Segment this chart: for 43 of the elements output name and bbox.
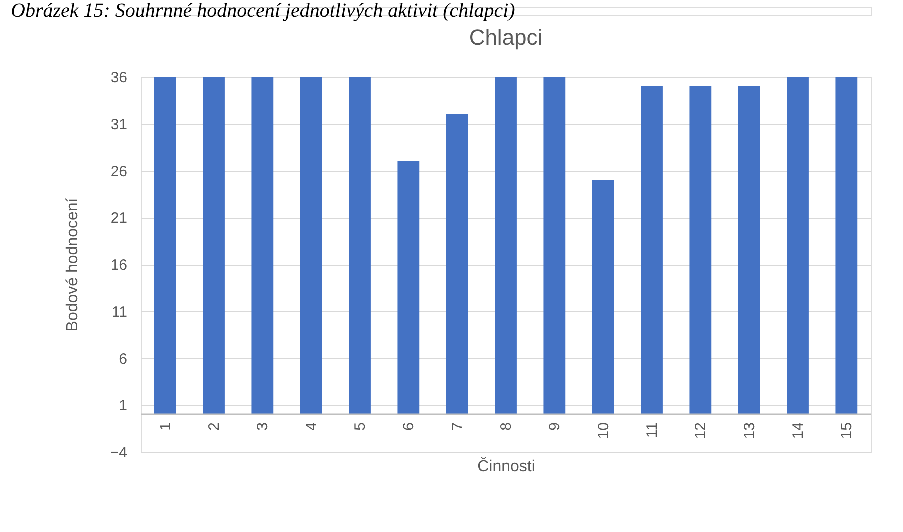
- y-tick-label: 11: [112, 304, 128, 321]
- y-tick-label: 31: [110, 116, 128, 134]
- x-tick-label: 9: [546, 422, 564, 431]
- y-tick-label: 36: [110, 70, 128, 86]
- y-tick-label: −4: [110, 444, 128, 462]
- x-tick-label: 2: [206, 422, 223, 431]
- x-tick-label: 15: [838, 422, 856, 440]
- x-tick-label: 7: [449, 422, 466, 431]
- bar: [544, 77, 566, 414]
- x-tick-label: 13: [741, 422, 758, 440]
- y-tick-label: 26: [110, 163, 128, 180]
- x-axis-title: Činnosti: [478, 458, 536, 476]
- bar: [252, 77, 274, 414]
- bar: [836, 77, 858, 414]
- bar: [495, 77, 517, 414]
- y-tick-label: 6: [119, 350, 128, 368]
- x-tick-label: 8: [498, 422, 515, 431]
- bar: [738, 86, 760, 414]
- x-tick-label: 12: [692, 422, 710, 440]
- text: Obrázek 15: Souhrnné hodnocení jednotlivých aktivit (chlapci): [11, 0, 516, 22]
- bar: [349, 77, 371, 414]
- bar: [787, 77, 809, 414]
- x-tick-label: 14: [790, 422, 807, 440]
- x-tick-label: 10: [595, 422, 612, 440]
- bar: [592, 180, 614, 414]
- y-tick-label: 16: [110, 257, 128, 274]
- chart-title: Chlapci: [469, 25, 543, 50]
- bar: [154, 77, 176, 414]
- y-tick-label: 21: [110, 210, 128, 228]
- bar: [398, 161, 420, 414]
- x-tick-label: 5: [352, 422, 369, 431]
- y-axis-title: Bodové hodnocení: [64, 198, 82, 332]
- bar: [300, 77, 322, 414]
- x-tick-label: 6: [400, 422, 418, 431]
- bar: [446, 114, 468, 414]
- bar: [641, 86, 663, 414]
- bar: [203, 77, 225, 414]
- y-tick-label: 1: [119, 398, 128, 415]
- bar: [690, 86, 712, 414]
- x-tick-label: 1: [157, 422, 174, 431]
- x-tick-label: 4: [303, 422, 320, 431]
- x-tick-label: 11: [644, 422, 661, 438]
- x-tick-label: 3: [254, 422, 272, 431]
